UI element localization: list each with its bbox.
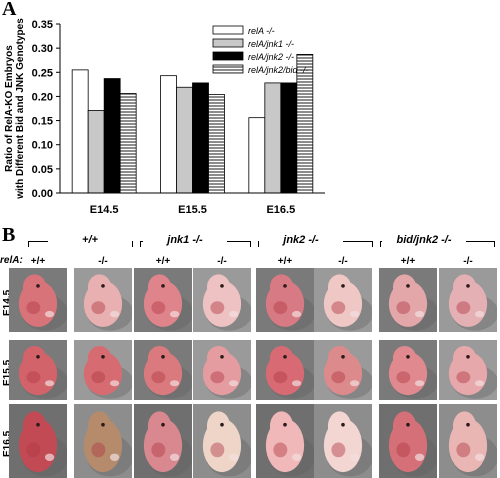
embryo-photo [193,268,251,332]
embryo-photo [74,404,132,478]
bar-E14.5-series-0 [71,69,89,194]
genotype-header: jnk1 -/- [143,234,227,246]
genotype-header: jnk2 -/- [259,234,343,246]
bar-E16.5-series-0 [248,117,266,194]
legend-swatch [212,38,244,48]
embryo-photo [134,404,192,478]
bar-E15.5-series-0 [160,75,177,194]
column-label: +/+ [155,256,171,267]
y-tick-label: 0.25 [32,67,53,79]
y-tick-label: 0.10 [32,140,53,152]
column-label: -/- [463,256,473,267]
genotype-bracket-tick [250,241,251,247]
legend-entry: relA/jnk1 -/- [248,39,294,49]
embryo-photo [74,340,132,400]
legend-swatch [212,25,244,35]
embryo-photo [379,268,437,332]
embryo-photo [74,268,132,332]
embryo-photo [9,404,67,478]
y-tick-label: 0.05 [32,164,53,176]
legend-entry: relA -/- [248,26,275,36]
embryo-photo [439,268,497,332]
y-tick-label: 0.15 [32,116,53,128]
genotype-header: +/+ [48,234,132,246]
embryo-photo [256,340,314,400]
bar-E15.5-series-3 [208,94,225,194]
bar-E15.5-series-2 [192,82,209,194]
column-label: +/+ [30,256,46,267]
embryo-photo [314,404,372,478]
legend-entry: relA/jnk2 -/- [248,52,294,62]
rela-label: relA: [0,255,23,266]
embryo-photo [256,404,314,478]
genotype-header: bid/jnk2 -/- [382,234,466,246]
bar-chart: Ratio of RelA-KO Embryoswith Different B… [4,18,325,216]
embryo-photo [439,404,497,478]
genotype-bracket-tick [372,241,373,247]
panel-a-letter: A [2,0,17,20]
genotype-bracket-tick [28,241,29,247]
embryo-photo [314,268,372,332]
column-label: +/+ [400,256,416,267]
x-tick-label: E14.5 [90,204,119,216]
embryo-photo [193,340,251,400]
y-tick-label: 0.30 [32,43,53,55]
x-tick-label: E16.5 [266,204,295,216]
bar-E15.5-series-1 [176,86,193,194]
bar-E14.5-series-3 [119,93,137,194]
y-tick-label: 0.20 [32,91,53,103]
embryo-photo [439,340,497,400]
legend-swatch [212,51,244,61]
bar-E16.5-series-2 [280,82,298,194]
genotype-bracket-tick [132,241,133,247]
y-tick-label: 0.00 [32,188,53,200]
embryo-photo [379,404,437,478]
x-tick-label: E15.5 [178,204,207,216]
legend-swatch [212,64,244,74]
embryo-photo [379,340,437,400]
panel-b-letter: B [2,224,16,246]
embryo-photo [314,340,372,400]
genotype-bracket-tick [380,241,381,247]
y-axis-label: Ratio of RelA-KO Embryoswith Different B… [4,18,26,200]
embryo-photo [134,340,192,400]
column-label: -/- [98,256,108,267]
column-label: +/+ [277,256,293,267]
bar-E16.5-series-3 [296,54,314,194]
embryo-photo [193,404,251,478]
embryo-photo [256,268,314,332]
bar-E14.5-series-2 [103,78,121,194]
embryo-photo [134,268,192,332]
bar-E16.5-series-1 [264,82,282,194]
column-label: -/- [217,256,227,267]
legend-entry: relA/jnk2/bid -/- [248,65,309,75]
y-tick-label: 0.35 [32,19,53,31]
embryo-photo [9,340,67,400]
genotype-bracket-tick [258,241,259,247]
column-label: -/- [338,256,348,267]
genotype-bracket-tick [140,241,141,247]
bar-E14.5-series-1 [87,110,105,194]
genotype-bracket-tick [494,241,495,247]
embryo-photo [9,268,67,332]
